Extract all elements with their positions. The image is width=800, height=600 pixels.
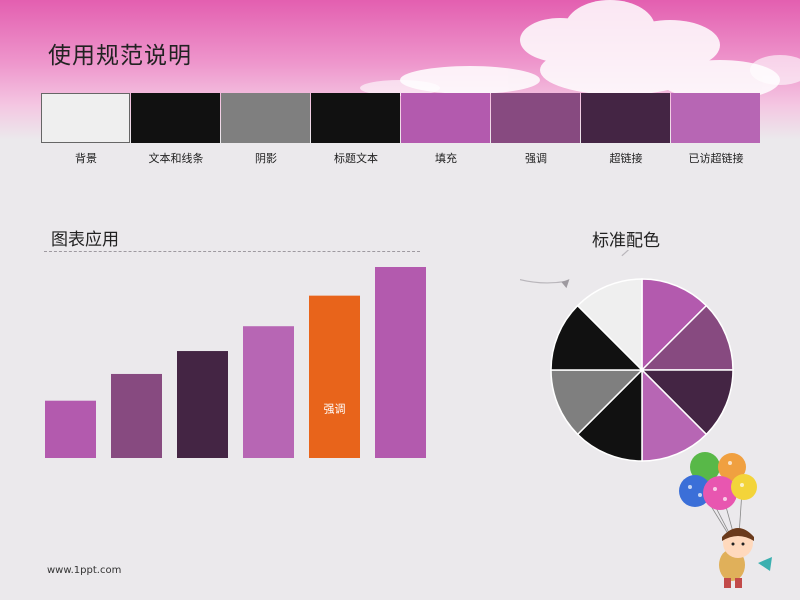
color-swatch: [671, 93, 760, 143]
color-swatch-row: [41, 93, 761, 143]
bar: [309, 295, 360, 458]
bar-data-label: 强调: [324, 403, 346, 416]
page-title: 使用规范说明: [48, 43, 192, 69]
color-swatch-label: 填充: [435, 152, 457, 165]
pie-ring-arrow-icon: [561, 279, 570, 289]
color-swatch: [311, 93, 400, 143]
color-swatch-label-row: 背景 文本和线条 阴影 标题文本 填充 强调 超链接 已访超链接: [41, 150, 761, 166]
cloud-decoration: [360, 0, 800, 100]
color-swatch: [131, 93, 220, 143]
bar: [111, 373, 162, 458]
bar: [177, 351, 228, 458]
color-swatch: [401, 93, 490, 143]
color-swatch: [221, 93, 310, 143]
bar-chart-title: 图表应用: [51, 230, 119, 250]
color-swatch: [581, 93, 670, 143]
pie-slice: [576, 368, 643, 462]
pie-slice: [640, 304, 734, 371]
color-swatch-label: 强调: [525, 152, 547, 165]
balloon-girl-illustration: [679, 452, 772, 588]
color-swatch-label: 超链接: [609, 152, 643, 165]
bar: [45, 400, 96, 458]
pie-slice: [641, 368, 708, 462]
pie-slice: [550, 304, 644, 371]
color-swatch-label: 背景: [75, 152, 97, 165]
color-swatch-label: 文本和线条: [148, 152, 204, 165]
color-swatch: [491, 93, 580, 143]
pie-slice: [576, 278, 643, 372]
bar: [375, 267, 426, 458]
pie-slice: [640, 369, 734, 436]
pie-slice: [641, 278, 708, 372]
color-swatch-label: 标题文本: [334, 152, 378, 165]
section-divider: [44, 251, 420, 252]
footer-url: www.1ppt.com: [47, 565, 122, 576]
pie-outer-ring: [520, 250, 630, 284]
bar-chart: 强调: [45, 267, 426, 458]
color-swatch-label: 已访超链接: [688, 152, 744, 165]
color-swatch-label: 阴影: [255, 152, 277, 165]
pie-slice: [550, 369, 644, 436]
pie-chart: [520, 250, 734, 462]
bar: [243, 326, 294, 458]
pie-chart-title: 标准配色: [592, 231, 660, 251]
color-swatch: [41, 93, 130, 143]
